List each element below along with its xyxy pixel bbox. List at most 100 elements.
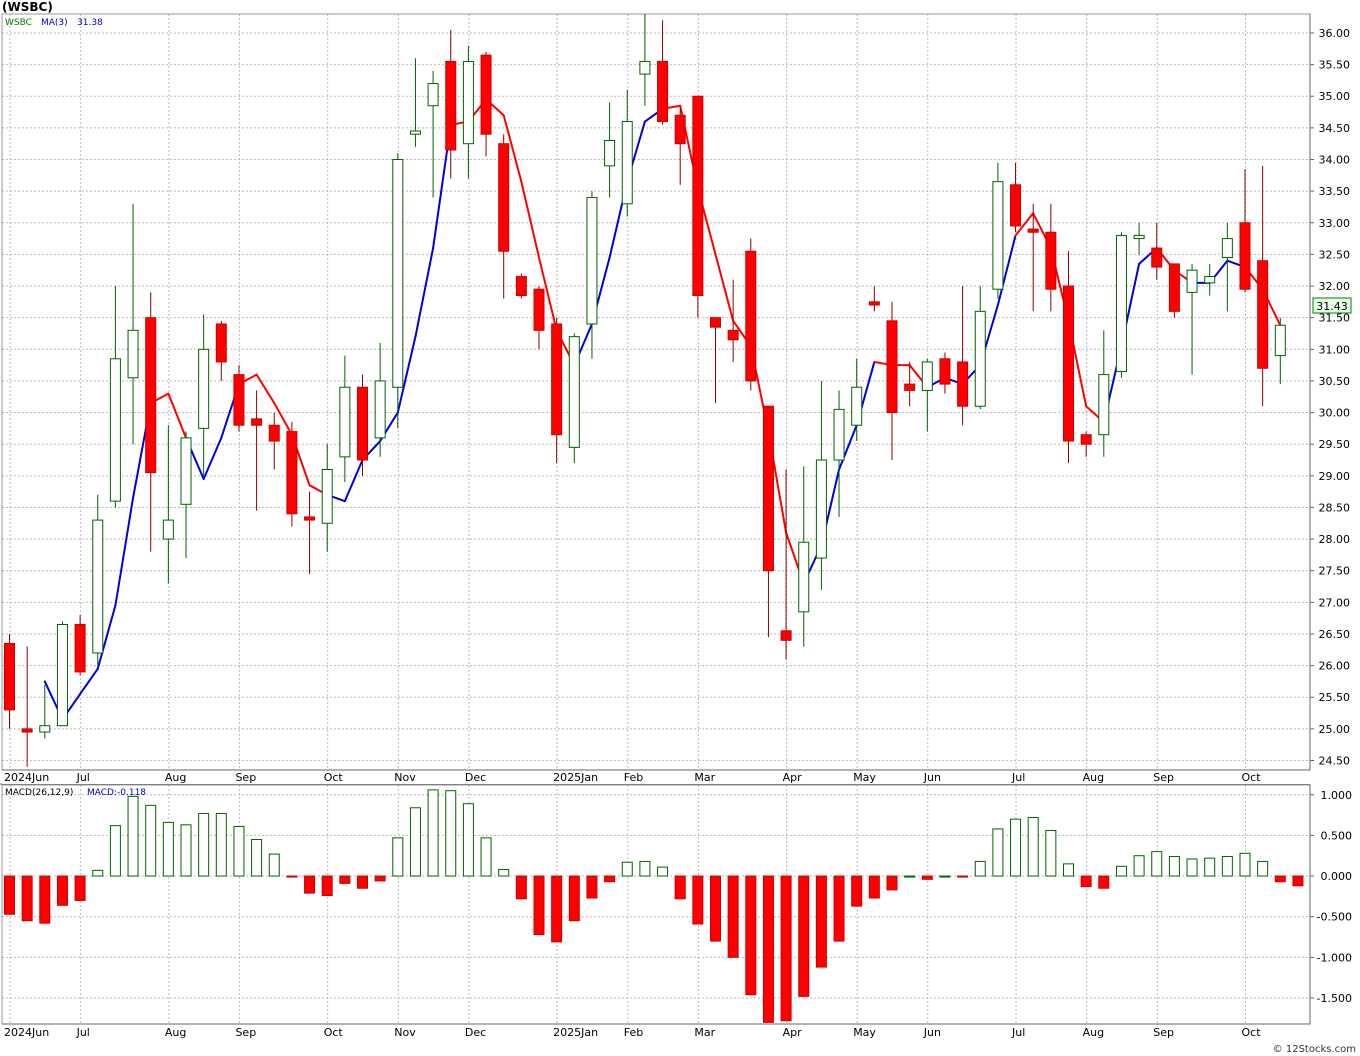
candle-body-down bbox=[762, 405, 774, 572]
macd-bar-negative bbox=[957, 875, 969, 878]
candle-body-down bbox=[74, 623, 86, 673]
candle-body-down bbox=[21, 728, 33, 733]
candle bbox=[798, 466, 810, 647]
macd-bar-positive bbox=[1027, 817, 1039, 877]
ma-segment bbox=[714, 253, 735, 322]
candle bbox=[868, 286, 880, 312]
macd-y-tick-label: 1.000 bbox=[1321, 789, 1353, 802]
macd-bar-positive bbox=[1221, 856, 1233, 877]
price-x-tick-label: Jul bbox=[76, 771, 90, 784]
macd-x-tick-label: Oct bbox=[324, 1026, 344, 1039]
candle bbox=[233, 365, 245, 432]
ma-legend-label: MA(3) bbox=[41, 18, 68, 28]
macd-bar-negative bbox=[833, 875, 845, 942]
macd-bar-positive bbox=[1257, 860, 1269, 877]
price-x-tick-label: 2024Jun bbox=[4, 771, 49, 784]
macd-bar-positive bbox=[639, 860, 651, 877]
macd-bar-negative bbox=[815, 875, 827, 968]
price-x-tick-label: Aug bbox=[165, 771, 186, 784]
macd-bar-negative bbox=[1292, 875, 1304, 887]
candle-body-down bbox=[551, 323, 563, 436]
candle-body-down bbox=[692, 95, 704, 297]
macd-bar-negative bbox=[745, 875, 757, 996]
candle bbox=[1151, 222, 1163, 280]
price-y-axis: 24.50 25.00 25.50 26.00 26.50 27.00 27.50 28.00… bbox=[1310, 27, 1350, 768]
macd-bar-negative bbox=[286, 875, 298, 878]
macd-bar-negative bbox=[710, 875, 721, 942]
candle bbox=[321, 444, 333, 552]
candle-body-up bbox=[1221, 238, 1233, 259]
macd-y-tick-label: 0.000 bbox=[1321, 870, 1353, 883]
macd-bar-negative bbox=[339, 875, 351, 884]
candle-body-down bbox=[286, 431, 298, 515]
candle-body-up bbox=[56, 623, 68, 727]
macd-bar-negative bbox=[4, 875, 15, 915]
candle bbox=[4, 633, 15, 729]
macd-bar-positive bbox=[1204, 857, 1216, 877]
ma-segment bbox=[167, 392, 187, 439]
candle-body-up bbox=[1098, 374, 1110, 436]
candle-body-down bbox=[868, 301, 880, 306]
macd-bar-negative bbox=[515, 875, 527, 900]
candle bbox=[586, 191, 598, 359]
price-x-tick-label: Sep bbox=[1153, 771, 1174, 784]
price-x-tick-label: Jul bbox=[1011, 771, 1025, 784]
candle bbox=[74, 615, 86, 676]
macd-bar-negative bbox=[321, 875, 333, 897]
candle bbox=[657, 20, 669, 125]
ma-segment bbox=[1014, 212, 1035, 237]
candle-body-down bbox=[780, 630, 792, 641]
candle-body-up bbox=[1186, 269, 1198, 293]
macd-x-tick-label: Sep bbox=[1153, 1026, 1174, 1039]
macd-bar-positive bbox=[904, 875, 916, 878]
macd-bar-positive bbox=[1168, 856, 1180, 877]
ma-segment bbox=[502, 114, 523, 183]
candle-body-up bbox=[586, 196, 598, 325]
candle-body-down bbox=[1027, 228, 1039, 233]
macd-bar-negative bbox=[1274, 875, 1286, 883]
macd-bar-positive bbox=[162, 821, 174, 877]
candle-body-up bbox=[427, 83, 439, 107]
macd-bar-positive bbox=[1151, 851, 1163, 877]
footer-credit: © 12Stocks.com bbox=[1273, 1044, 1356, 1055]
macd-legend-value: MACD:-0.118 bbox=[87, 788, 146, 798]
macd-bar-positive bbox=[480, 837, 492, 877]
macd-bar-negative bbox=[533, 875, 545, 936]
candle bbox=[815, 380, 827, 590]
ma-segment bbox=[79, 667, 99, 696]
ma-segment bbox=[396, 335, 417, 414]
macd-bar-positive bbox=[445, 790, 457, 877]
price-y-tick-label: 34.00 bbox=[1319, 154, 1351, 167]
macd-bar-negative bbox=[304, 875, 316, 894]
candle bbox=[745, 238, 757, 391]
candle bbox=[533, 286, 545, 350]
price-x-axis-strip bbox=[2, 770, 1310, 784]
candle-body-up bbox=[851, 386, 863, 426]
candle-body-up bbox=[180, 437, 192, 505]
macd-bar-negative bbox=[74, 875, 86, 901]
candle-body-down bbox=[710, 317, 721, 328]
price-x-tick-label: 2025Jan bbox=[553, 771, 598, 784]
candle-body-up bbox=[198, 348, 210, 429]
macd-bar-positive bbox=[427, 789, 439, 877]
ma-segment bbox=[996, 234, 1017, 307]
candle-body-down bbox=[1257, 260, 1269, 369]
macd-bar-negative bbox=[692, 875, 704, 925]
price-x-tick-label: Apr bbox=[783, 771, 803, 784]
candle-body-up bbox=[621, 121, 633, 205]
candle bbox=[1257, 165, 1269, 407]
price-y-tick-label: 28.50 bbox=[1319, 501, 1351, 514]
candle bbox=[1239, 168, 1251, 293]
price-x-tick-label: Nov bbox=[394, 771, 416, 784]
macd-bar-negative bbox=[674, 875, 686, 900]
candle bbox=[251, 390, 263, 511]
candle bbox=[268, 412, 280, 470]
macd-y-tick-label: -0.500 bbox=[1317, 911, 1352, 924]
candle bbox=[939, 352, 951, 394]
macd-bar-positive bbox=[1186, 858, 1198, 877]
candle-body-up bbox=[604, 140, 616, 167]
macd-bar-positive bbox=[1045, 830, 1057, 877]
candle-body-up bbox=[92, 519, 104, 654]
macd-bar-positive bbox=[1115, 865, 1127, 877]
